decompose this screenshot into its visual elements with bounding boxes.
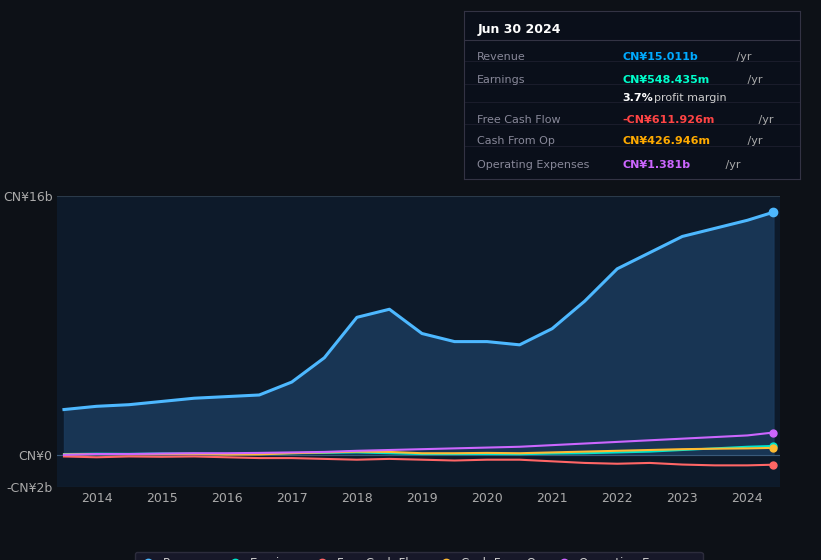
Text: Earnings: Earnings: [477, 75, 525, 85]
Text: CN¥548.435m: CN¥548.435m: [622, 75, 709, 85]
Text: CN¥426.946m: CN¥426.946m: [622, 137, 710, 146]
Text: Revenue: Revenue: [477, 52, 526, 62]
Text: Free Cash Flow: Free Cash Flow: [477, 115, 561, 124]
Legend: Revenue, Earnings, Free Cash Flow, Cash From Op, Operating Expenses: Revenue, Earnings, Free Cash Flow, Cash …: [135, 552, 703, 560]
Text: Operating Expenses: Operating Expenses: [477, 160, 589, 170]
Text: /yr: /yr: [745, 137, 763, 146]
Text: CN¥1.381b: CN¥1.381b: [622, 160, 690, 170]
Text: -CN¥611.926m: -CN¥611.926m: [622, 115, 714, 124]
Text: /yr: /yr: [733, 52, 752, 62]
Text: Jun 30 2024: Jun 30 2024: [477, 23, 561, 36]
Text: CN¥15.011b: CN¥15.011b: [622, 52, 698, 62]
Text: /yr: /yr: [745, 75, 763, 85]
Text: /yr: /yr: [755, 115, 774, 124]
Text: Cash From Op: Cash From Op: [477, 137, 555, 146]
Text: 3.7%: 3.7%: [622, 93, 653, 102]
Text: profit margin: profit margin: [654, 93, 727, 102]
Text: /yr: /yr: [722, 160, 741, 170]
